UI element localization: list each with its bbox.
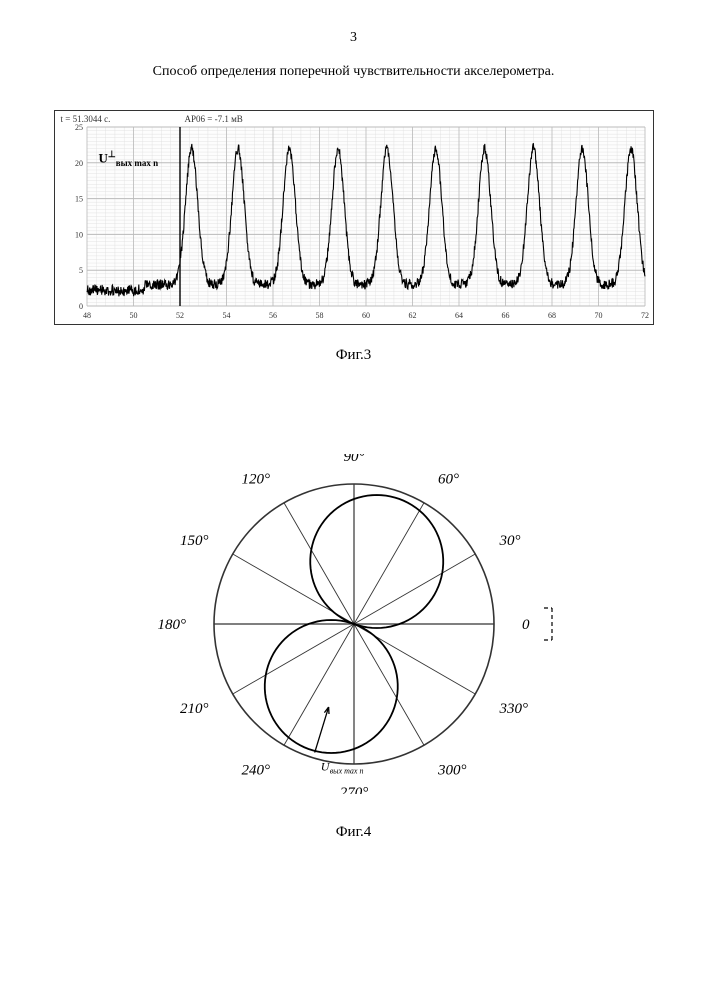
- svg-text:20: 20: [75, 159, 83, 168]
- svg-text:30°: 30°: [498, 533, 520, 549]
- svg-text:90°: 90°: [343, 454, 364, 465]
- svg-text:50: 50: [129, 311, 137, 320]
- svg-text:25: 25: [75, 123, 83, 132]
- fig4-svg: 0 30° 60° 90° 120° 150° 180° 210° 240° 270° 300° 33…: [104, 454, 604, 794]
- svg-text:210°: 210°: [180, 701, 209, 717]
- fig3-output-label: U⊥вых max n: [99, 149, 159, 168]
- svg-text:330°: 330°: [498, 701, 528, 717]
- svg-text:180°: 180°: [157, 617, 186, 633]
- fig3-header-left: t = 51.3044 с.: [61, 114, 111, 124]
- svg-text:54: 54: [222, 311, 230, 320]
- svg-text:120°: 120°: [241, 472, 270, 488]
- fig3-svg: 0 5 10 15 20 25 48 50 52 54 56 58 60 62 64 66 68 70 72: [55, 111, 655, 326]
- svg-text:60°: 60°: [438, 472, 459, 488]
- figure-3: t = 51.3044 с. AP06 = -7.1 мВ 0 5 10 15 20 25…: [54, 110, 654, 325]
- page-number: 3: [40, 30, 667, 46]
- svg-text:58: 58: [315, 311, 323, 320]
- svg-text:5: 5: [79, 266, 83, 275]
- svg-text:62: 62: [408, 311, 416, 320]
- page-title: Способ определения поперечной чувствител…: [40, 64, 667, 80]
- svg-text:15: 15: [75, 195, 83, 204]
- svg-text:48: 48: [83, 311, 91, 320]
- svg-text:300°: 300°: [437, 762, 467, 778]
- svg-text:56: 56: [269, 311, 277, 320]
- svg-text:68: 68: [548, 311, 556, 320]
- fig4-caption: Фиг.4: [40, 824, 667, 841]
- svg-text:60: 60: [362, 311, 370, 320]
- svg-text:10: 10: [75, 230, 83, 239]
- svg-text:0: 0: [79, 302, 83, 311]
- svg-text:72: 72: [641, 311, 649, 320]
- svg-text:0: 0: [522, 617, 530, 633]
- svg-text:вых max n: вых max n: [329, 767, 363, 776]
- svg-text:240°: 240°: [241, 762, 270, 778]
- figure-4: 0 30° 60° 90° 120° 150° 180° 210° 240° 270° 300° 33…: [104, 454, 604, 814]
- svg-text:270°: 270°: [339, 785, 368, 794]
- svg-text:66: 66: [501, 311, 509, 320]
- svg-text:70: 70: [594, 311, 602, 320]
- svg-text:150°: 150°: [180, 533, 209, 549]
- fig3-caption: Фиг.3: [40, 347, 667, 364]
- svg-text:52: 52: [176, 311, 184, 320]
- svg-text:64: 64: [455, 311, 463, 320]
- fig3-header-right: AP06 = -7.1 мВ: [185, 114, 243, 124]
